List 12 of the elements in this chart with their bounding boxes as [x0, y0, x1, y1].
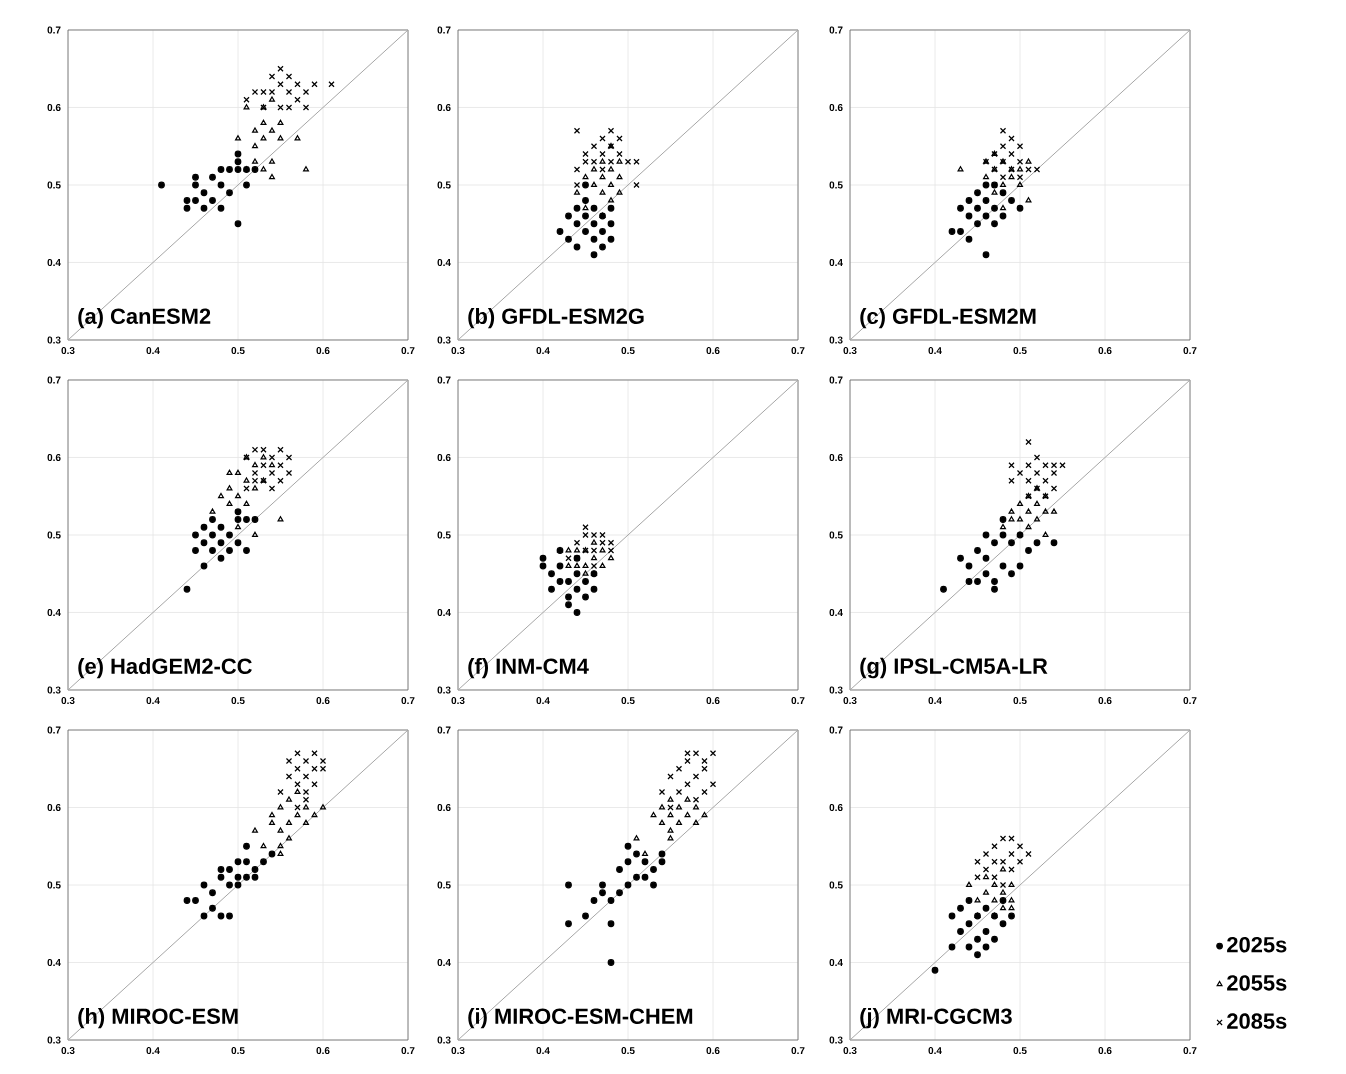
legend-label: 2085s [1227, 1013, 1287, 1029]
annotation: (c) GFDL-ESM2M [860, 307, 1036, 329]
annotation: (e) HadGEM2-CC [78, 657, 252, 679]
annotation: (j) MRI-CGCM3 [860, 1007, 1012, 1029]
legend-label: 2025s [1227, 936, 1287, 953]
annotation: (g) IPSL-CM5A-LR [860, 657, 1048, 679]
annotation: (b) GFDL-ESM2G [468, 307, 644, 329]
annotation: (h) MIROC-ESM [78, 1007, 238, 1029]
annotation: (f) INM-CM4 [468, 657, 589, 679]
legend-label: 2055s [1227, 975, 1287, 991]
annotation: (i) MIROC-ESM-CHEM [468, 1007, 693, 1029]
annotation: (a) CanESM2 [78, 307, 211, 329]
